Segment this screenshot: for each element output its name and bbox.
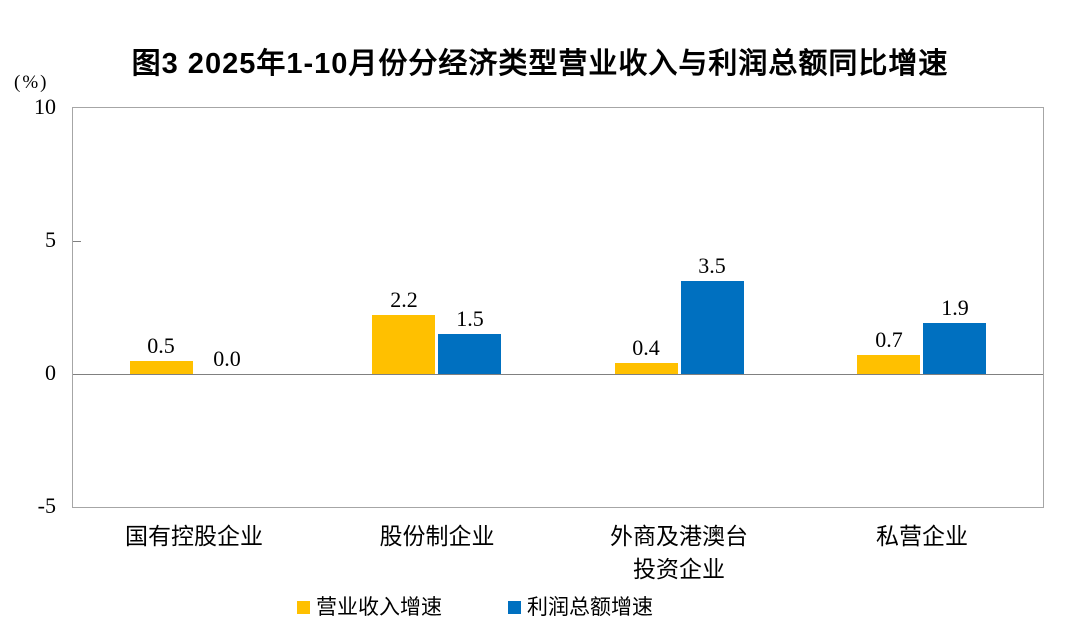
bar-营业收入增速 (615, 363, 678, 374)
plot-area: 0.5 0.0 2.2 1.5 0.4 3.5 0.7 1.9 (72, 107, 1044, 508)
y-tick-label: 5 (45, 227, 56, 252)
legend-label: 营业收入增速 (316, 595, 442, 619)
legend-item-营业收入增速: 营业收入增速 (297, 595, 442, 620)
legend-swatch (508, 601, 521, 614)
y-tick-label: 10 (34, 94, 56, 119)
bar-value-label: 0.0 (213, 346, 241, 371)
y-tick-label: 0 (45, 360, 56, 385)
y-axis-unit-label: (%) (14, 72, 49, 93)
bar-value-label: 1.9 (941, 295, 969, 320)
y-tick-mark (73, 241, 81, 242)
legend: 营业收入增速 利润总额增速 (297, 595, 653, 620)
x-category-label: 股份制企业 (379, 524, 495, 549)
bar-value-label: 0.7 (875, 327, 903, 352)
bar-营业收入增速 (130, 361, 193, 374)
bar-营业收入增速 (372, 315, 435, 374)
bar-value-label: 1.5 (456, 306, 484, 331)
bar-value-label: 0.4 (632, 335, 660, 360)
zero-axis-line (73, 374, 1043, 375)
bar-营业收入增速 (857, 355, 920, 374)
x-category-label: 私营企业 (876, 524, 968, 549)
x-category-label: 外商及港澳台 投资企业 (610, 524, 748, 582)
bar-利润总额增速 (681, 281, 744, 374)
bar-利润总额增速 (923, 323, 986, 374)
legend-item-利润总额增速: 利润总额增速 (508, 595, 653, 620)
chart-title: 图3 2025年1-10月份分经济类型营业收入与利润总额同比增速 (131, 48, 949, 80)
y-tick-label: -5 (37, 493, 56, 518)
x-category-label: 国有控股企业 (125, 524, 263, 549)
bar-利润总额增速 (438, 334, 501, 374)
legend-label: 利润总额增速 (527, 595, 653, 619)
bar-value-label: 0.5 (147, 333, 175, 358)
bar-value-label: 3.5 (698, 253, 726, 278)
legend-swatch (297, 601, 310, 614)
bar-value-label: 2.2 (390, 287, 418, 312)
